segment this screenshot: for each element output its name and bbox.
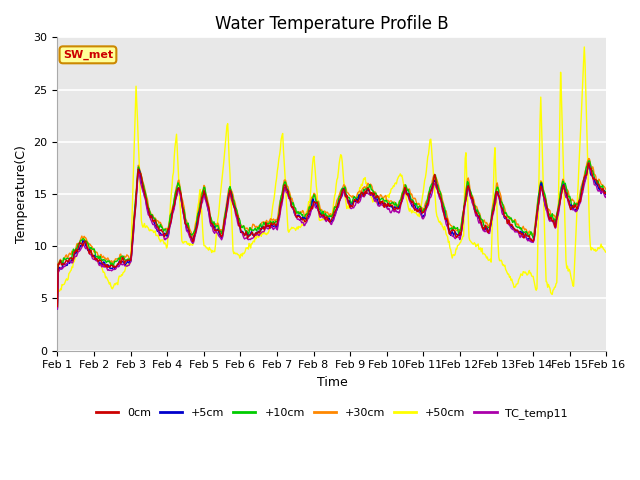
Text: SW_met: SW_met (63, 50, 113, 60)
Title: Water Temperature Profile B: Water Temperature Profile B (215, 15, 449, 33)
X-axis label: Time: Time (317, 376, 348, 389)
Legend: 0cm, +5cm, +10cm, +30cm, +50cm, TC_temp11: 0cm, +5cm, +10cm, +30cm, +50cm, TC_temp1… (92, 403, 573, 423)
Y-axis label: Temperature(C): Temperature(C) (15, 145, 28, 243)
